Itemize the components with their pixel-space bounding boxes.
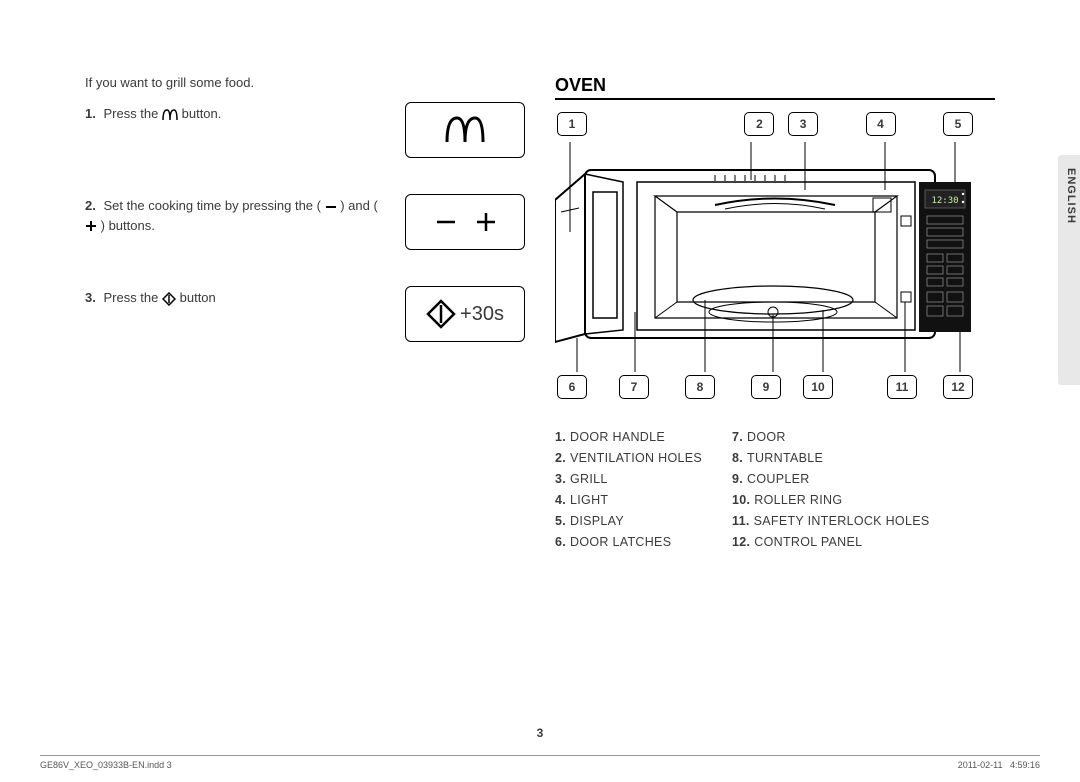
minus-plus-icon-box [405, 194, 525, 250]
callout-6: 6 [557, 375, 587, 399]
steps-list: 1. Press the button. 2. Set the cooking … [85, 102, 525, 342]
step-text-before: Press the [103, 106, 162, 121]
part-item: 5.DISPLAY [555, 514, 702, 528]
part-item: 12.CONTROL PANEL [732, 535, 929, 549]
step-text-after: button. [182, 106, 222, 121]
minus-plus-large-icon [425, 207, 505, 237]
part-item: 11.SAFETY INTERLOCK HOLES [732, 514, 929, 528]
callout-3: 3 [788, 112, 818, 136]
part-item: 3.GRILL [555, 472, 702, 486]
step-text: 1. Press the button. [85, 102, 393, 124]
oven-diagram: 1 2 3 4 5 [555, 112, 975, 412]
parts-col-left: 1.DOOR HANDLE 2.VENTILATION HOLES 3.GRIL… [555, 430, 702, 556]
parts-col-right: 7.DOOR 8.TURNTABLE 9.COUPLER 10.ROLLER R… [732, 430, 929, 556]
part-item: 4.LIGHT [555, 493, 702, 507]
display-readout: 12:30 [931, 196, 958, 206]
part-item: 2.VENTILATION HOLES [555, 451, 702, 465]
part-item: 7.DOOR [732, 430, 929, 444]
callout-4: 4 [866, 112, 896, 136]
step-text: 2. Set the cooking time by pressing the … [85, 194, 393, 235]
grill-wave-large-icon [443, 112, 487, 148]
language-label: ENGLISH [1065, 168, 1077, 224]
minus-icon [325, 202, 337, 212]
footer-datetime: 2011-02-11 4:59:16 [958, 760, 1040, 770]
callout-11: 11 [887, 375, 917, 399]
callout-row-top: 1 2 3 4 5 [555, 112, 975, 136]
callout-10: 10 [803, 375, 833, 399]
oven-heading: OVEN [555, 75, 995, 100]
right-column: OVEN 1 2 3 4 5 [555, 75, 995, 556]
step-text-before: Set the cooking time by pressing the ( [103, 198, 321, 213]
oven-svg: 12:30 [555, 142, 975, 372]
step-text: 3. Press the button [85, 286, 393, 308]
grill-icon-box [405, 102, 525, 158]
diamond-large-icon [426, 299, 456, 329]
step-item: 2. Set the cooking time by pressing the … [85, 194, 525, 250]
plus-icon [85, 220, 97, 232]
callout-7: 7 [619, 375, 649, 399]
part-item: 9.COUPLER [732, 472, 929, 486]
diamond-30s-text: +30s [460, 303, 504, 326]
step-item: 1. Press the button. [85, 102, 525, 158]
callout-12: 12 [943, 375, 973, 399]
footer-file: GE86V_XEO_03933B-EN.indd 3 [40, 760, 172, 770]
footer: GE86V_XEO_03933B-EN.indd 3 2011-02-11 4:… [40, 755, 1040, 770]
step-text-before: Press the [103, 290, 162, 305]
left-column: If you want to grill some food. 1. Press… [85, 75, 525, 556]
step-number: 1. [85, 106, 96, 121]
part-item: 10.ROLLER RING [732, 493, 929, 507]
callout-2: 2 [744, 112, 774, 136]
grill-wave-icon [162, 108, 178, 122]
callout-row-bottom: 6 7 8 9 10 11 12 [555, 375, 975, 399]
part-item: 8.TURNTABLE [732, 451, 929, 465]
callout-9: 9 [751, 375, 781, 399]
step-number: 2. [85, 198, 96, 213]
diamond-icon [162, 292, 176, 306]
callout-1: 1 [557, 112, 587, 136]
page-number: 3 [0, 726, 1080, 740]
step-text-mid: ) and ( [340, 198, 378, 213]
callout-5: 5 [943, 112, 973, 136]
part-item: 1.DOOR HANDLE [555, 430, 702, 444]
step-text-after: ) buttons. [101, 218, 155, 233]
step-number: 3. [85, 290, 96, 305]
part-item: 6.DOOR LATCHES [555, 535, 702, 549]
intro-text: If you want to grill some food. [85, 75, 525, 90]
page: If you want to grill some food. 1. Press… [0, 0, 1080, 596]
parts-list: 1.DOOR HANDLE 2.VENTILATION HOLES 3.GRIL… [555, 430, 995, 556]
diamond-30s-icon-box: +30s [405, 286, 525, 342]
step-item: 3. Press the button +30s [85, 286, 525, 342]
step-text-after: button [180, 290, 216, 305]
callout-8: 8 [685, 375, 715, 399]
